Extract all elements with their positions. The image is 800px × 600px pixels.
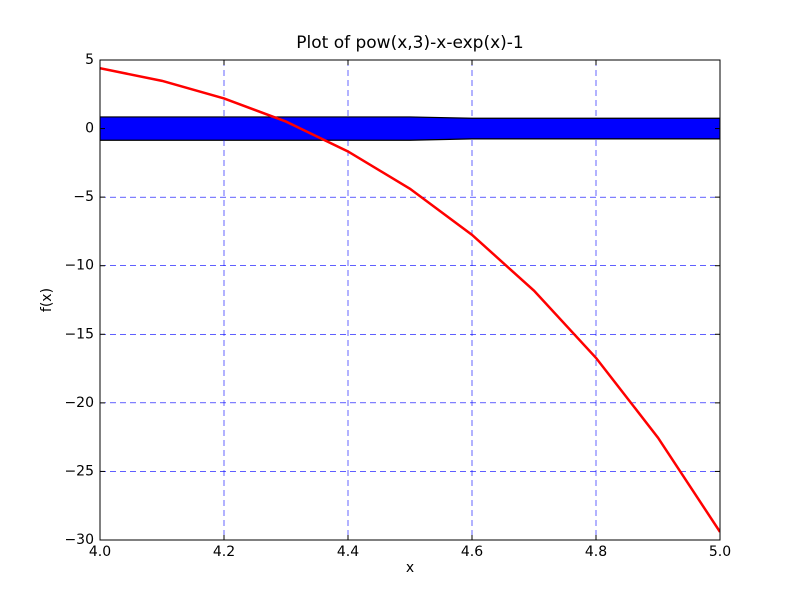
x-tick-label: 4.0	[89, 544, 111, 560]
plot-frame	[99, 59, 721, 541]
y-tick-label: −15	[64, 326, 94, 342]
x-tick-label: 4.2	[213, 544, 235, 560]
x-tick-label: 4.8	[585, 544, 607, 560]
y-tick-label: 0	[85, 121, 94, 137]
y-tick-label: −20	[64, 395, 94, 411]
y-axis-label: f(x)	[39, 288, 55, 312]
y-tick-label: −30	[64, 532, 94, 548]
x-axis-label: x	[406, 560, 414, 576]
line	[100, 67, 720, 533]
y-tick-label: −5	[73, 189, 94, 205]
x-tick-label: 5.0	[709, 544, 731, 560]
y-tick-label: −10	[64, 258, 94, 274]
x-tick-label: 4.4	[337, 544, 359, 560]
x-tick-label: 4.6	[461, 544, 483, 560]
y-tick-label: −25	[64, 463, 94, 479]
y-tick-label: 5	[85, 52, 94, 68]
chart-title: Plot of pow(x,3)-x-exp(x)-1	[296, 33, 524, 53]
